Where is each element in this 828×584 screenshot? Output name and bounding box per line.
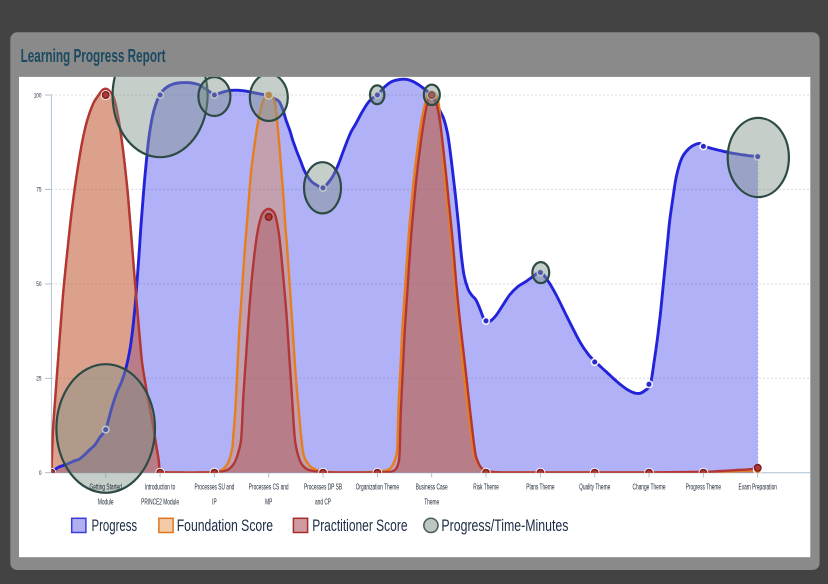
svg-text:75: 75 <box>36 187 42 194</box>
svg-text:Plans Theme: Plans Theme <box>526 482 555 491</box>
svg-text:100: 100 <box>34 92 42 99</box>
svg-text:PRINCE2 Module: PRINCE2 Module <box>141 497 179 506</box>
svg-text:Module: Module <box>98 497 114 506</box>
svg-text:Progress/Time-Minutes: Progress/Time-Minutes <box>441 517 568 535</box>
svg-text:Practitioner Score: Practitioner Score <box>312 517 407 535</box>
svg-text:Getting Started: Getting Started <box>90 482 122 491</box>
svg-text:Change Theme: Change Theme <box>633 482 666 491</box>
svg-text:50: 50 <box>36 281 42 288</box>
svg-text:IP: IP <box>212 497 217 506</box>
svg-text:Processes SU and: Processes SU and <box>195 482 235 491</box>
svg-text:Progress Theme: Progress Theme <box>686 482 722 491</box>
svg-text:Exam Preparation: Exam Preparation <box>739 482 777 491</box>
svg-text:Risk Theme: Risk Theme <box>473 482 499 491</box>
svg-text:MP: MP <box>265 497 272 506</box>
svg-text:Introduction to: Introduction to <box>145 482 176 491</box>
svg-text:Theme: Theme <box>424 497 439 506</box>
svg-text:Foundation Score: Foundation Score <box>177 517 273 535</box>
svg-text:0: 0 <box>39 470 42 477</box>
svg-text:Quality Theme: Quality Theme <box>579 482 610 491</box>
svg-text:Organization Theme: Organization Theme <box>356 482 400 491</box>
svg-text:Business Case: Business Case <box>416 482 448 491</box>
svg-text:Progress: Progress <box>92 517 138 535</box>
svg-text:Learning Progress Report: Learning Progress Report <box>21 45 166 66</box>
svg-text:25: 25 <box>36 376 42 383</box>
svg-text:Processes DP SB: Processes DP SB <box>304 482 342 491</box>
svg-text:Processes CS and: Processes CS and <box>249 482 289 491</box>
svg-text:and CP: and CP <box>315 497 331 506</box>
